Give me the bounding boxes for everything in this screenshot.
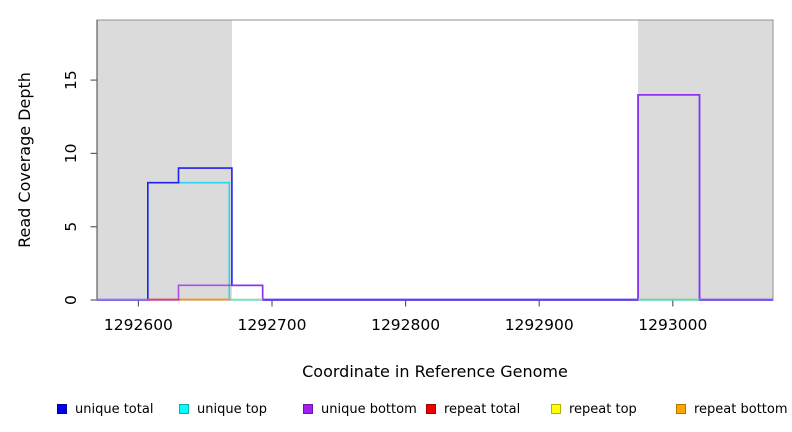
legend-item-repeat-bottom: repeat bottom — [676, 399, 788, 419]
x-tick-label: 1292800 — [371, 316, 440, 334]
repeat-total-swatch-icon — [426, 404, 436, 414]
legend-label: unique bottom — [321, 401, 417, 417]
x-axis-title: Coordinate in Reference Genome — [302, 362, 568, 381]
coverage-plot-canvas: 1292600 1292700 1292800 1292900 1293000 0 5 10 1… — [15, 19, 774, 381]
unique-bottom-swatch-icon — [303, 404, 313, 414]
legend-label: repeat total — [444, 401, 521, 417]
unique-total-swatch-icon — [57, 404, 67, 414]
legend-label: repeat top — [569, 401, 637, 417]
legend-label: unique top — [197, 401, 268, 417]
repeat-top-swatch-icon — [551, 404, 561, 414]
y-tick-label: 10 — [62, 144, 80, 164]
legend-item-unique-top: unique top — [179, 399, 267, 419]
x-tick-label: 1292600 — [104, 316, 173, 334]
legend-label: repeat bottom — [694, 401, 788, 417]
masked-region — [638, 20, 773, 300]
repeat-bottom-swatch-icon — [676, 404, 686, 414]
x-tick-label: 1292700 — [237, 316, 306, 334]
legend-item-repeat-top: repeat top — [551, 399, 637, 419]
legend: unique total unique top unique bottom re… — [0, 399, 792, 421]
y-axis-title: Read Coverage Depth — [15, 72, 34, 248]
y-tick-label: 5 — [62, 222, 80, 232]
x-tick-label: 1293000 — [638, 316, 707, 334]
legend-item-unique-total: unique total — [57, 399, 153, 419]
legend-item-unique-bottom: unique bottom — [303, 399, 417, 419]
y-tick-label: 15 — [62, 70, 80, 90]
legend-label: unique total — [75, 401, 154, 417]
x-tick-label: 1292900 — [505, 316, 574, 334]
y-tick-label: 0 — [62, 295, 80, 305]
legend-item-repeat-total: repeat total — [426, 399, 520, 419]
masked-region — [97, 20, 232, 300]
unique-top-swatch-icon — [179, 404, 189, 414]
